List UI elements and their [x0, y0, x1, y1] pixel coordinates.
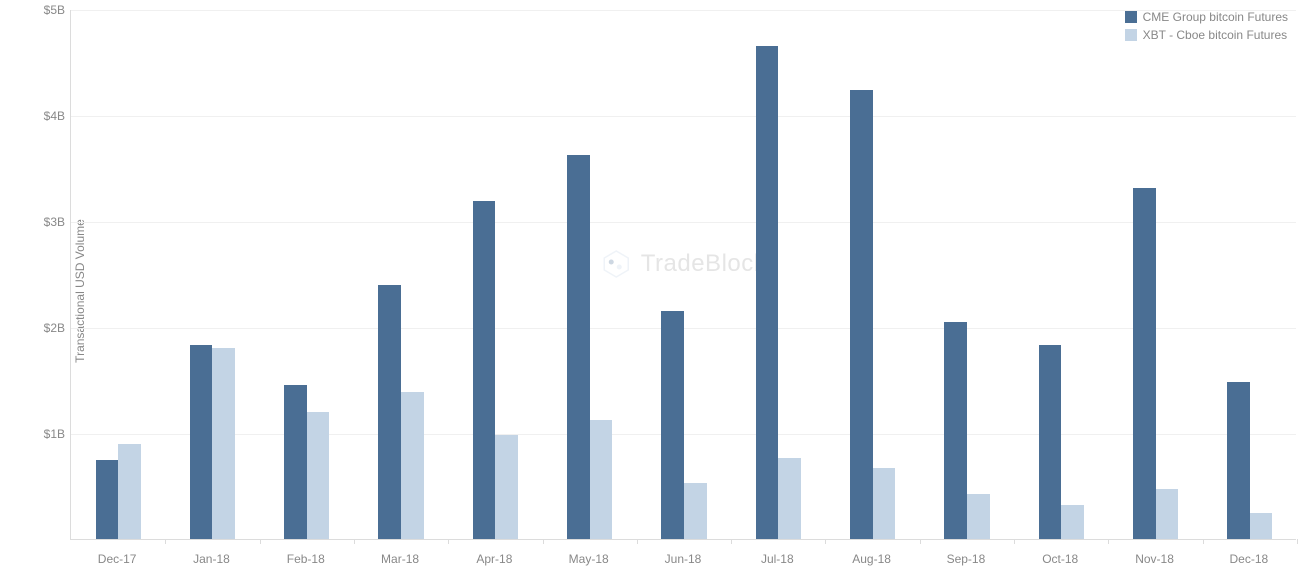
- y-axis-tick-label: $4B: [25, 109, 65, 123]
- x-tick: [448, 539, 449, 544]
- x-tick: [825, 539, 826, 544]
- bar: [1039, 345, 1062, 539]
- chart-container: Transactional USD Volume TradeBlock CME …: [0, 0, 1306, 582]
- bar: [944, 322, 967, 539]
- bar: [1133, 188, 1156, 539]
- bar: [778, 458, 801, 539]
- y-axis-tick-label: $3B: [25, 215, 65, 229]
- bar: [684, 483, 707, 539]
- x-axis-tick-label: Oct-18: [1042, 552, 1078, 566]
- bar: [873, 468, 896, 539]
- bar: [96, 460, 119, 540]
- x-tick: [920, 539, 921, 544]
- x-axis-tick-label: Nov-18: [1135, 552, 1174, 566]
- bar: [1061, 505, 1084, 539]
- bar: [307, 412, 330, 539]
- bar: [661, 311, 684, 539]
- bar: [590, 420, 613, 539]
- x-axis-tick-label: Aug-18: [852, 552, 891, 566]
- x-tick: [543, 539, 544, 544]
- x-axis-tick-label: Mar-18: [381, 552, 419, 566]
- x-tick: [165, 539, 166, 544]
- x-tick: [731, 539, 732, 544]
- x-tick: [1297, 539, 1298, 544]
- x-axis-tick-label: Jan-18: [193, 552, 230, 566]
- x-tick: [260, 539, 261, 544]
- bar: [850, 90, 873, 539]
- x-axis-tick-label: May-18: [569, 552, 609, 566]
- x-tick: [1014, 539, 1015, 544]
- legend-item-xbt: XBT - Cboe bitcoin Futures: [1125, 28, 1288, 42]
- x-axis-tick-label: Jun-18: [665, 552, 702, 566]
- x-axis-tick-label: Sep-18: [947, 552, 986, 566]
- y-axis-tick-label: $2B: [25, 321, 65, 335]
- bar: [1250, 513, 1273, 540]
- bar: [567, 155, 590, 539]
- bar: [1227, 382, 1250, 539]
- bar: [756, 46, 779, 539]
- y-axis-tick-label: $5B: [25, 3, 65, 17]
- bar: [1156, 489, 1179, 539]
- x-axis-tick-label: Dec-17: [98, 552, 137, 566]
- x-tick: [637, 539, 638, 544]
- legend-swatch: [1125, 29, 1137, 41]
- gridline: [71, 222, 1296, 223]
- legend: CME Group bitcoin Futures XBT - Cboe bit…: [1125, 10, 1288, 46]
- watermark: TradeBlock: [601, 249, 767, 279]
- watermark-text: TradeBlock: [641, 250, 767, 278]
- y-axis-tick-label: $1B: [25, 427, 65, 441]
- legend-item-cme: CME Group bitcoin Futures: [1125, 10, 1288, 24]
- bar: [967, 494, 990, 539]
- legend-swatch: [1125, 11, 1137, 23]
- bar: [212, 348, 235, 539]
- legend-label: CME Group bitcoin Futures: [1143, 10, 1288, 24]
- x-tick: [354, 539, 355, 544]
- bar: [284, 385, 307, 539]
- x-tick: [1108, 539, 1109, 544]
- x-axis-tick-label: Feb-18: [287, 552, 325, 566]
- x-axis-tick-label: Dec-18: [1230, 552, 1269, 566]
- bar: [473, 201, 496, 539]
- x-tick: [1203, 539, 1204, 544]
- bar: [190, 345, 213, 539]
- x-axis-tick-label: Apr-18: [476, 552, 512, 566]
- legend-label: XBT - Cboe bitcoin Futures: [1143, 28, 1288, 42]
- gridline: [71, 116, 1296, 117]
- bar: [495, 435, 518, 539]
- bar: [118, 444, 141, 539]
- bar: [401, 392, 424, 539]
- gridline: [71, 10, 1296, 11]
- x-axis-tick-label: Jul-18: [761, 552, 794, 566]
- plot-area: TradeBlock: [70, 10, 1296, 540]
- tradeblock-logo-icon: [601, 249, 631, 279]
- bar: [378, 285, 401, 539]
